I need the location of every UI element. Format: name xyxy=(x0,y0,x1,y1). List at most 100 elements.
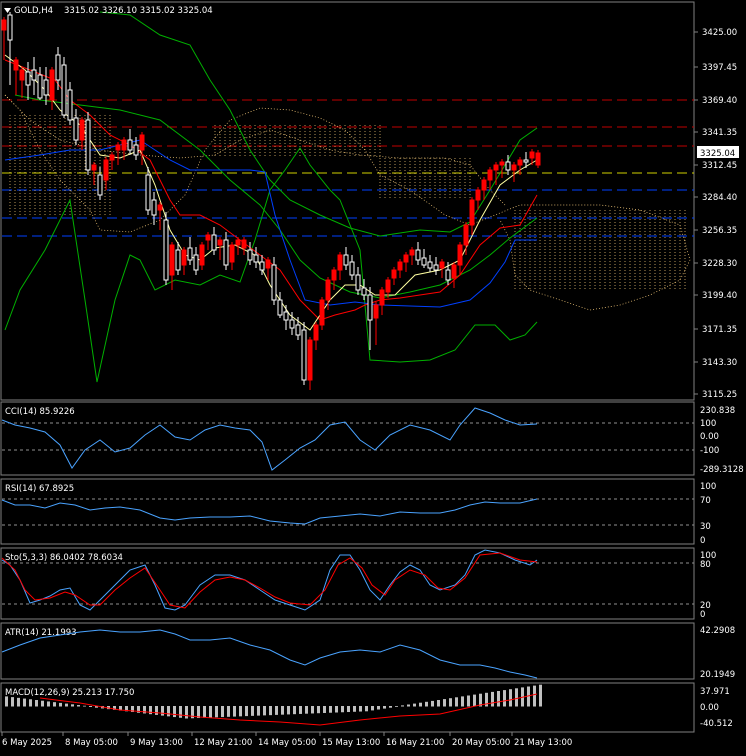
candle-body xyxy=(457,244,463,266)
macd-bar xyxy=(377,706,380,710)
price-tick: 3256.35 xyxy=(702,226,737,236)
candle-body xyxy=(445,269,451,281)
macd-bar xyxy=(533,685,536,707)
macd-bar xyxy=(395,706,398,707)
candle-body xyxy=(439,261,445,269)
price-candles[interactable] xyxy=(1,12,541,390)
price-tick: 3369.40 xyxy=(702,96,737,106)
candle-body xyxy=(43,79,49,96)
macd-bar xyxy=(413,703,416,707)
indicator-tick: 42.2908 xyxy=(700,626,735,636)
candle-body xyxy=(361,287,367,296)
atr-panel[interactable] xyxy=(0,622,695,680)
macd-bar xyxy=(227,706,230,717)
price-tick: 3425.00 xyxy=(702,28,737,38)
macd-bar xyxy=(329,706,332,713)
macd-bar xyxy=(299,706,302,714)
macd-bar xyxy=(137,706,140,713)
candle-body xyxy=(307,339,313,381)
macd-bar xyxy=(167,706,170,717)
price-tick: 3143.30 xyxy=(702,358,737,368)
price-tick: 3228.30 xyxy=(702,259,737,269)
price-tick: 3199.40 xyxy=(702,291,737,301)
macd-bar xyxy=(323,706,326,713)
candle-body xyxy=(397,261,403,271)
macd-bar xyxy=(503,690,506,707)
candle-body xyxy=(67,89,73,121)
candle-body xyxy=(499,161,505,166)
candle-body xyxy=(37,74,43,99)
candle-body xyxy=(433,264,439,271)
macd-bar xyxy=(263,706,266,716)
price-axis: 3425.00 3397.45 3369.40 3341.35 3312.45 3284.… xyxy=(694,28,737,400)
price-tick: 3171.35 xyxy=(702,325,737,335)
price-tick: 3312.45 xyxy=(702,161,737,171)
macd-bar xyxy=(47,701,50,707)
candle-body xyxy=(367,294,373,321)
macd-bar xyxy=(383,706,386,709)
candle-body xyxy=(247,249,253,261)
macd-bar xyxy=(485,692,488,707)
macd-bar xyxy=(407,704,410,707)
price-tick: 3115.25 xyxy=(702,390,737,400)
macd-bar xyxy=(209,706,212,718)
macd-signal-line xyxy=(39,693,538,726)
time-tick: 12 May 21:00 xyxy=(194,738,252,748)
time-tick: 15 May 13:00 xyxy=(322,738,380,748)
rsi-panel[interactable] xyxy=(0,478,695,545)
candle-body xyxy=(193,254,199,271)
indicator-tick: 100 xyxy=(700,551,716,561)
macd-bar xyxy=(29,699,32,707)
candle-body xyxy=(331,269,337,281)
macd-bar xyxy=(449,698,452,707)
main-price-panel[interactable] xyxy=(0,1,695,401)
indicator-tick: 37.971 xyxy=(700,687,730,697)
support-resistance-lines xyxy=(2,99,694,237)
macd-bar xyxy=(455,697,458,707)
candle-body xyxy=(427,261,433,269)
candle-body xyxy=(31,69,37,81)
candle-body xyxy=(493,164,499,171)
macd-bar xyxy=(53,702,56,707)
macd-bar xyxy=(431,700,434,707)
candle-body xyxy=(415,249,421,261)
macd-bar xyxy=(131,706,134,713)
sto-label: Sto(5,3,3) 86.0402 78.6034 xyxy=(5,553,123,563)
macd-bar xyxy=(539,684,542,707)
current-price-box xyxy=(697,146,739,158)
indicator-tick: 30 xyxy=(700,522,711,532)
candle-body xyxy=(529,151,535,159)
time-tick: 14 May 05:00 xyxy=(258,738,316,748)
candle-body xyxy=(133,144,139,156)
candle-body xyxy=(511,164,517,171)
candle-body xyxy=(379,289,385,306)
stochastic-panel[interactable] xyxy=(0,547,695,620)
macd-bar xyxy=(125,706,128,712)
time-axis: 6 May 2025 8 May 05:00 9 May 13:00 12 May 2… xyxy=(1,732,572,748)
macd-panel[interactable] xyxy=(0,682,695,733)
price-tick: 3397.45 xyxy=(702,63,737,73)
candle-body xyxy=(295,324,301,336)
candle-body xyxy=(475,189,481,201)
candle-body xyxy=(343,254,349,266)
cci-panel[interactable] xyxy=(0,401,695,476)
indicator-tick: 0.00 xyxy=(700,703,719,713)
candle-body xyxy=(121,139,127,151)
candle-body xyxy=(55,54,61,81)
indicator-tick: 20 xyxy=(700,601,711,611)
macd-bar xyxy=(203,706,206,718)
candle-body xyxy=(277,299,283,316)
macd-bar xyxy=(5,696,8,707)
candle-body xyxy=(487,169,493,181)
macd-bar xyxy=(527,686,530,707)
dropdown-arrow-icon[interactable] xyxy=(4,8,11,13)
macd-bar xyxy=(365,706,368,712)
macd-bar xyxy=(515,688,518,707)
candle-body xyxy=(229,244,235,263)
macd-bar xyxy=(491,691,494,707)
macd-bar xyxy=(215,706,218,718)
cci-label: CCI(14) 85.9226 xyxy=(5,407,75,417)
macd-bar xyxy=(155,706,158,715)
